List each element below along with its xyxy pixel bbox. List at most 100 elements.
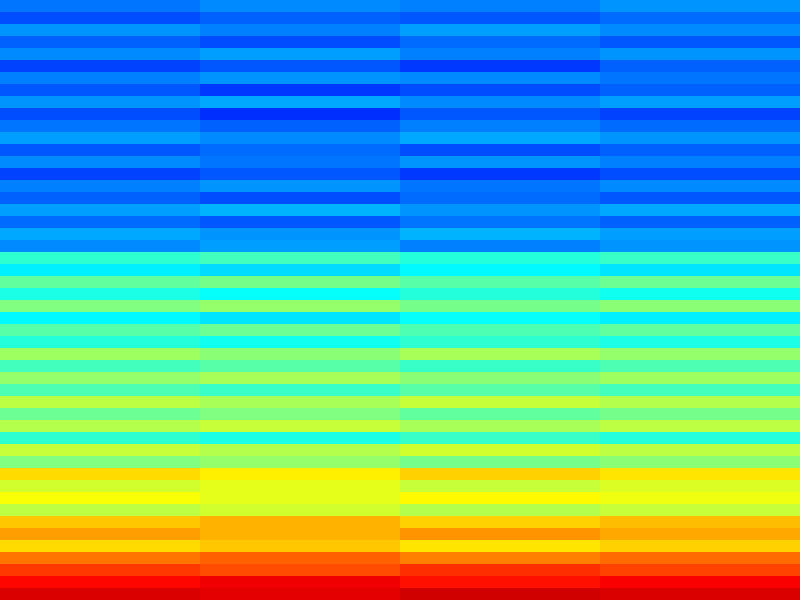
heat-cell (400, 312, 601, 325)
heat-cell (0, 384, 201, 397)
heat-cell (600, 468, 800, 481)
heat-cell (400, 120, 601, 133)
heat-cell (0, 96, 201, 109)
heat-cell (0, 564, 201, 577)
heat-cell (200, 132, 401, 145)
heat-cell (0, 108, 201, 121)
heat-cell (400, 12, 601, 25)
heat-cell (0, 444, 201, 457)
heat-cell (200, 120, 401, 133)
heat-cell (600, 0, 800, 13)
heat-cell (400, 276, 601, 289)
heat-cell (0, 588, 201, 600)
heat-cell (400, 432, 601, 445)
heat-cell (200, 84, 401, 97)
heat-cell (0, 264, 201, 277)
heat-cell (600, 360, 800, 373)
heat-cell (600, 48, 800, 61)
heat-cell (600, 384, 800, 397)
heat-cell (600, 228, 800, 241)
heat-cell (400, 324, 601, 337)
heat-cell (400, 228, 601, 241)
heat-cell (600, 552, 800, 565)
heat-cell (0, 312, 201, 325)
heat-cell (200, 336, 401, 349)
cells (0, 0, 800, 600)
heat-cell (0, 300, 201, 313)
heat-cell (600, 264, 800, 277)
heat-cell (200, 192, 401, 205)
heat-cell (0, 420, 201, 433)
heat-cell (600, 312, 800, 325)
heat-cell (600, 252, 800, 265)
heat-cell (600, 240, 800, 253)
heat-cell (200, 540, 401, 553)
heat-cell (600, 492, 800, 505)
heat-cell (0, 348, 201, 361)
heat-cell (200, 516, 401, 529)
heat-cell (600, 36, 800, 49)
heat-cell (600, 12, 800, 25)
heat-cell (0, 120, 201, 133)
heat-cell (400, 48, 601, 61)
heat-cell (200, 108, 401, 121)
heat-cell (0, 336, 201, 349)
heat-cell (400, 0, 601, 13)
heat-cell (200, 168, 401, 181)
heat-cell (0, 324, 201, 337)
heat-cell (0, 192, 201, 205)
heat-cell (400, 108, 601, 121)
heat-cell (400, 504, 601, 517)
heat-cell (200, 372, 401, 385)
heat-cell (0, 168, 201, 181)
heat-cell (400, 468, 601, 481)
heat-cell (200, 72, 401, 85)
heat-cell (200, 456, 401, 469)
heat-cell (200, 204, 401, 217)
heat-cell (600, 540, 800, 553)
heat-cell (0, 408, 201, 421)
heat-cell (400, 360, 601, 373)
heat-cell (600, 444, 800, 457)
heat-cell (0, 540, 201, 553)
heat-cell (400, 132, 601, 145)
heat-cell (600, 432, 800, 445)
heat-cell (200, 48, 401, 61)
heat-cell (200, 24, 401, 37)
heat-cell (0, 156, 201, 169)
heat-cell (600, 456, 800, 469)
heat-cell (400, 144, 601, 157)
heat-cell (400, 168, 601, 181)
heat-cell (600, 96, 800, 109)
heat-cell (0, 288, 201, 301)
heat-cell (400, 348, 601, 361)
heat-cell (200, 240, 401, 253)
heat-cell (0, 528, 201, 541)
heat-cell (0, 204, 201, 217)
heat-cell (400, 192, 601, 205)
heat-cell (600, 168, 800, 181)
heat-cell (600, 120, 800, 133)
heat-cell (200, 264, 401, 277)
heat-cell (0, 84, 201, 97)
heat-cell (400, 96, 601, 109)
heat-cell (600, 576, 800, 589)
heat-cell (200, 408, 401, 421)
heat-cell (0, 240, 201, 253)
heat-cell (400, 408, 601, 421)
heat-cell (600, 156, 800, 169)
heat-cell (200, 60, 401, 73)
heat-cell (200, 504, 401, 517)
heat-cell (0, 480, 201, 493)
heat-cell (600, 132, 800, 145)
heat-cell (200, 528, 401, 541)
heat-cell (400, 36, 601, 49)
heat-cell (600, 516, 800, 529)
heatmap-svg (0, 0, 800, 600)
heat-cell (200, 144, 401, 157)
heat-cell (600, 588, 800, 600)
heat-cell (0, 492, 201, 505)
heat-cell (600, 288, 800, 301)
heat-cell (0, 180, 201, 193)
heat-cell (400, 384, 601, 397)
